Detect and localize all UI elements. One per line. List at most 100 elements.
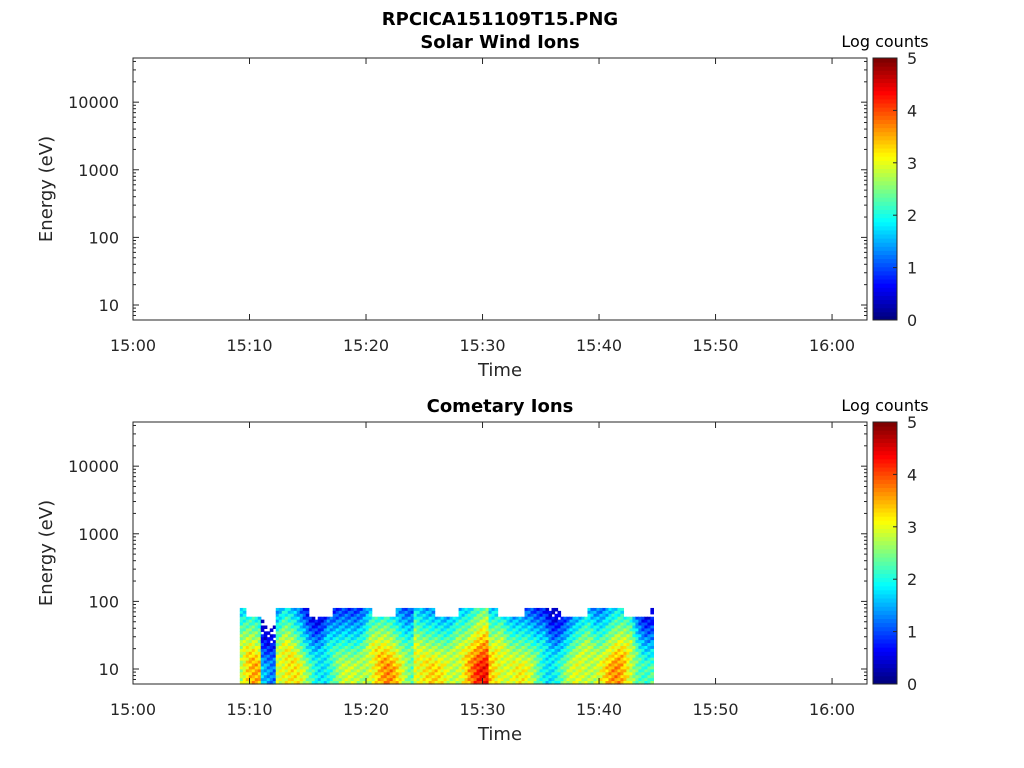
- spectrogram-cell: [632, 663, 637, 668]
- spectrogram-cell: [305, 619, 310, 624]
- spectrogram-cell: [512, 616, 517, 621]
- spectrogram-cell: [368, 678, 373, 682]
- spectrogram-cell: [386, 645, 391, 650]
- spectrogram-cell: [422, 663, 427, 668]
- spectrogram-cell: [404, 628, 409, 632]
- spectrogram-cell: [542, 645, 547, 650]
- spectrogram-cell: [293, 648, 298, 653]
- spectrogram-cell: [365, 637, 370, 641]
- spectrogram-cell: [410, 657, 415, 662]
- spectrogram-cell: [440, 651, 445, 656]
- spectrogram-cell: [410, 625, 415, 630]
- spectrogram-cell: [302, 651, 307, 656]
- spectrogram-cell: [410, 678, 415, 682]
- spectrogram-cell: [335, 625, 340, 630]
- spectrogram-cell: [377, 628, 382, 632]
- spectrogram-cell: [419, 619, 424, 624]
- spectrogram-cell: [641, 678, 646, 682]
- spectrogram-cell: [593, 648, 598, 653]
- spectrogram-cell: [425, 669, 430, 673]
- spectrogram-cell: [320, 654, 325, 659]
- spectrogram-cell: [350, 651, 355, 656]
- spectrogram-cell: [623, 643, 628, 647]
- spectrogram-cell: [434, 675, 439, 679]
- spectrogram-cell: [491, 675, 496, 679]
- spectrogram-cell: [614, 672, 619, 676]
- spectrogram-cell: [272, 657, 277, 662]
- spectrogram-cell: [359, 607, 364, 612]
- spectrogram-cell: [359, 663, 364, 668]
- spectrogram-cell: [587, 666, 592, 670]
- spectrogram-cell: [617, 643, 622, 647]
- spectrogram-cell: [254, 628, 259, 632]
- spectrogram-cell: [317, 660, 322, 665]
- spectrogram-cell: [530, 651, 535, 656]
- spectrogram-cell: [413, 669, 418, 673]
- spectrogram-cell: [275, 645, 280, 650]
- spectrogram-cell: [554, 643, 559, 647]
- spectrogram-cell: [575, 631, 580, 635]
- spectrogram-cell: [398, 643, 403, 647]
- spectrogram-cell: [512, 645, 517, 650]
- spectrogram-cell: [407, 663, 412, 668]
- spectrogram-cell: [341, 657, 346, 662]
- spectrogram-cell: [473, 645, 478, 650]
- colorbar-step: [873, 475, 897, 480]
- spectrogram-cell: [470, 628, 475, 632]
- spectrogram-cell: [641, 619, 646, 624]
- spectrogram-cell: [245, 631, 250, 635]
- spectrogram-cell: [251, 645, 256, 650]
- spectrogram-cell: [473, 634, 478, 638]
- spectrogram-cell: [443, 616, 448, 621]
- spectrogram-cell: [287, 657, 292, 662]
- spectrogram-cell: [587, 619, 592, 624]
- spectrogram-cell: [482, 675, 487, 679]
- spectrogram-cell: [311, 616, 316, 621]
- spectrogram-cell: [479, 669, 484, 673]
- spectrogram-cell: [287, 610, 292, 615]
- spectrogram-cell: [527, 681, 532, 685]
- spectrogram-cell: [536, 616, 541, 621]
- spectrogram-cell: [356, 637, 361, 641]
- spectrogram-cell: [398, 619, 403, 624]
- spectrogram-cell: [551, 625, 556, 630]
- spectrogram-cell: [338, 640, 343, 644]
- spectrogram-cell: [461, 657, 466, 662]
- spectrogram-cell: [347, 634, 352, 638]
- spectrogram-cell: [473, 681, 478, 685]
- spectrogram-cell: [524, 651, 529, 656]
- spectrogram-cell: [359, 660, 364, 665]
- spectrogram-cell: [494, 610, 499, 615]
- spectrogram-cell: [617, 681, 622, 685]
- spectrogram-cell: [239, 634, 244, 638]
- spectrogram-cell: [326, 654, 331, 659]
- spectrogram-cell: [572, 672, 577, 676]
- spectrogram-cell: [470, 666, 475, 670]
- spectrogram-cell: [413, 640, 418, 644]
- colorbar-frame: [872, 421, 898, 685]
- spectrogram-cell: [248, 640, 253, 644]
- spectrogram-cell: [620, 657, 625, 662]
- spectrogram-cell: [332, 637, 337, 641]
- spectrogram-cell: [299, 654, 304, 659]
- spectrogram-cell: [458, 645, 463, 650]
- spectrogram-cell: [350, 610, 355, 615]
- spectrogram-cell: [455, 625, 460, 630]
- spectrogram-cell: [323, 651, 328, 656]
- spectrogram-cell: [539, 613, 544, 618]
- spectrogram-cell: [239, 628, 244, 632]
- spectrogram-cell: [521, 681, 526, 685]
- spectrogram-cell: [602, 681, 607, 685]
- spectrogram-cell: [389, 666, 394, 670]
- spectrogram-cell: [314, 625, 319, 630]
- spectrogram-cell: [311, 678, 316, 682]
- spectrogram-cell: [479, 675, 484, 679]
- spectrogram-cell: [512, 675, 517, 679]
- spectrogram-cell: [293, 643, 298, 647]
- spectrogram-cell: [254, 675, 259, 679]
- spectrogram-cell: [329, 663, 334, 668]
- spectrogram-cell: [365, 607, 370, 612]
- spectrogram-cell: [311, 657, 316, 662]
- spectrogram-cell: [368, 654, 373, 659]
- spectrogram-cell: [284, 619, 289, 624]
